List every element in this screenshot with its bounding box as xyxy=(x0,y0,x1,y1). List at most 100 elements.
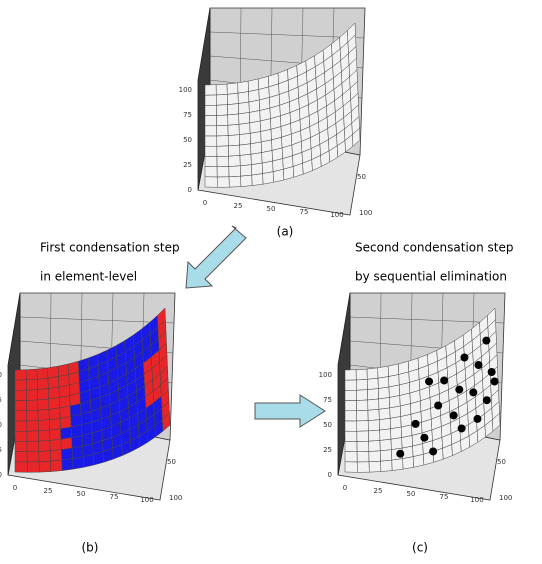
surface-cell xyxy=(345,462,357,472)
surface-cell xyxy=(369,461,381,472)
surface-cell xyxy=(241,175,253,186)
surface-cell xyxy=(61,438,72,450)
surface-cell xyxy=(345,380,356,390)
surface-cell xyxy=(217,156,229,167)
surface-cell xyxy=(392,459,403,471)
surface-cell xyxy=(39,461,51,472)
surface-cell xyxy=(228,145,240,156)
panel-label: (c) xyxy=(412,541,428,555)
surface-cell xyxy=(217,136,229,147)
surface-cell xyxy=(368,430,380,441)
surface-cell xyxy=(367,389,378,400)
surface-cell xyxy=(240,144,251,156)
surface-cell xyxy=(205,85,216,95)
surface-cell xyxy=(369,440,381,451)
surface-cell xyxy=(345,390,356,400)
y-tick-label: 100 xyxy=(359,209,372,217)
surface-cell xyxy=(379,397,390,409)
surface-cell xyxy=(216,94,227,105)
surface-cell xyxy=(26,369,37,380)
surface-cell xyxy=(345,401,357,411)
x-tick-label: 50 xyxy=(77,490,86,498)
surface-cell xyxy=(61,448,72,460)
surface-cell xyxy=(238,92,249,104)
surface-cell xyxy=(379,408,390,420)
retained-node xyxy=(482,337,490,345)
step-caption: First condensation step xyxy=(40,241,180,255)
surface-cell xyxy=(227,93,238,104)
surface-cell xyxy=(403,457,414,469)
surface-cell xyxy=(49,418,60,430)
retained-node xyxy=(488,368,496,376)
surface-cell xyxy=(205,126,217,136)
surface-cell xyxy=(38,430,50,441)
surface-cell xyxy=(345,421,357,431)
surface-cell xyxy=(228,135,239,146)
surface-cell xyxy=(27,421,39,432)
surface-cell xyxy=(378,366,389,378)
surface-cell xyxy=(15,441,27,451)
surface-cell xyxy=(391,427,402,439)
surface-cell xyxy=(356,369,367,380)
panel-label: (b) xyxy=(82,541,99,555)
surface-cell xyxy=(15,431,27,441)
surface-cell xyxy=(216,84,227,95)
surface-cell xyxy=(367,378,378,389)
z-tick-label: 100 xyxy=(0,371,2,379)
z-tick-label: 25 xyxy=(183,161,192,169)
retained-node xyxy=(469,388,477,396)
surface-cell xyxy=(15,411,27,421)
surface-cell xyxy=(60,406,71,418)
surface-cell xyxy=(26,379,37,390)
surface-cell xyxy=(238,81,249,93)
surface-cell xyxy=(367,368,378,380)
surface-cell xyxy=(27,462,39,472)
surface-cell xyxy=(50,429,61,441)
surface-cell xyxy=(391,438,402,450)
surface-cell xyxy=(273,169,284,182)
surface-cell xyxy=(216,105,227,116)
surface-cell xyxy=(251,153,262,165)
surface-cell xyxy=(252,174,263,186)
surface-cell xyxy=(51,460,63,471)
figure: 1007550250025507510050100(a)100755025002… xyxy=(0,0,542,560)
surface-cell xyxy=(26,400,37,411)
x-tick-label: 25 xyxy=(234,202,243,210)
surface-cell xyxy=(62,459,73,471)
retained-node xyxy=(460,354,468,362)
surface-cell xyxy=(381,460,393,471)
x-tick-label: 0 xyxy=(203,199,207,207)
retained-node xyxy=(483,396,491,404)
y-tick-label: 100 xyxy=(169,494,182,502)
retained-node xyxy=(434,402,442,410)
z-tick-label: 75 xyxy=(0,396,2,404)
surface-cell xyxy=(39,451,51,462)
surface-cell xyxy=(27,441,39,452)
surface-cell xyxy=(26,390,37,401)
z-tick-label: 50 xyxy=(323,421,332,429)
surface-cell xyxy=(378,387,389,399)
retained-node xyxy=(473,415,481,423)
surface-cell xyxy=(345,452,357,462)
z-tick-label: 0 xyxy=(328,471,332,479)
surface-cell xyxy=(205,177,217,187)
surface-cell xyxy=(345,441,357,451)
surface-cell xyxy=(240,154,251,166)
surface-cell xyxy=(205,136,217,146)
surface-cell xyxy=(59,396,70,408)
surface-cell xyxy=(227,83,238,95)
surface-cell xyxy=(37,368,48,380)
retained-node xyxy=(440,376,448,384)
retained-node xyxy=(458,424,466,432)
x-tick-label: 25 xyxy=(374,487,383,495)
x-tick-label: 100 xyxy=(330,211,343,219)
surface-cell xyxy=(229,155,241,166)
surface-cell xyxy=(38,409,49,420)
z-tick-label: 25 xyxy=(323,446,332,454)
retained-node xyxy=(455,386,463,394)
surface-cell xyxy=(250,132,261,144)
surface-cell xyxy=(356,390,367,401)
surface-cell xyxy=(357,431,369,442)
surface-cell xyxy=(205,116,217,126)
